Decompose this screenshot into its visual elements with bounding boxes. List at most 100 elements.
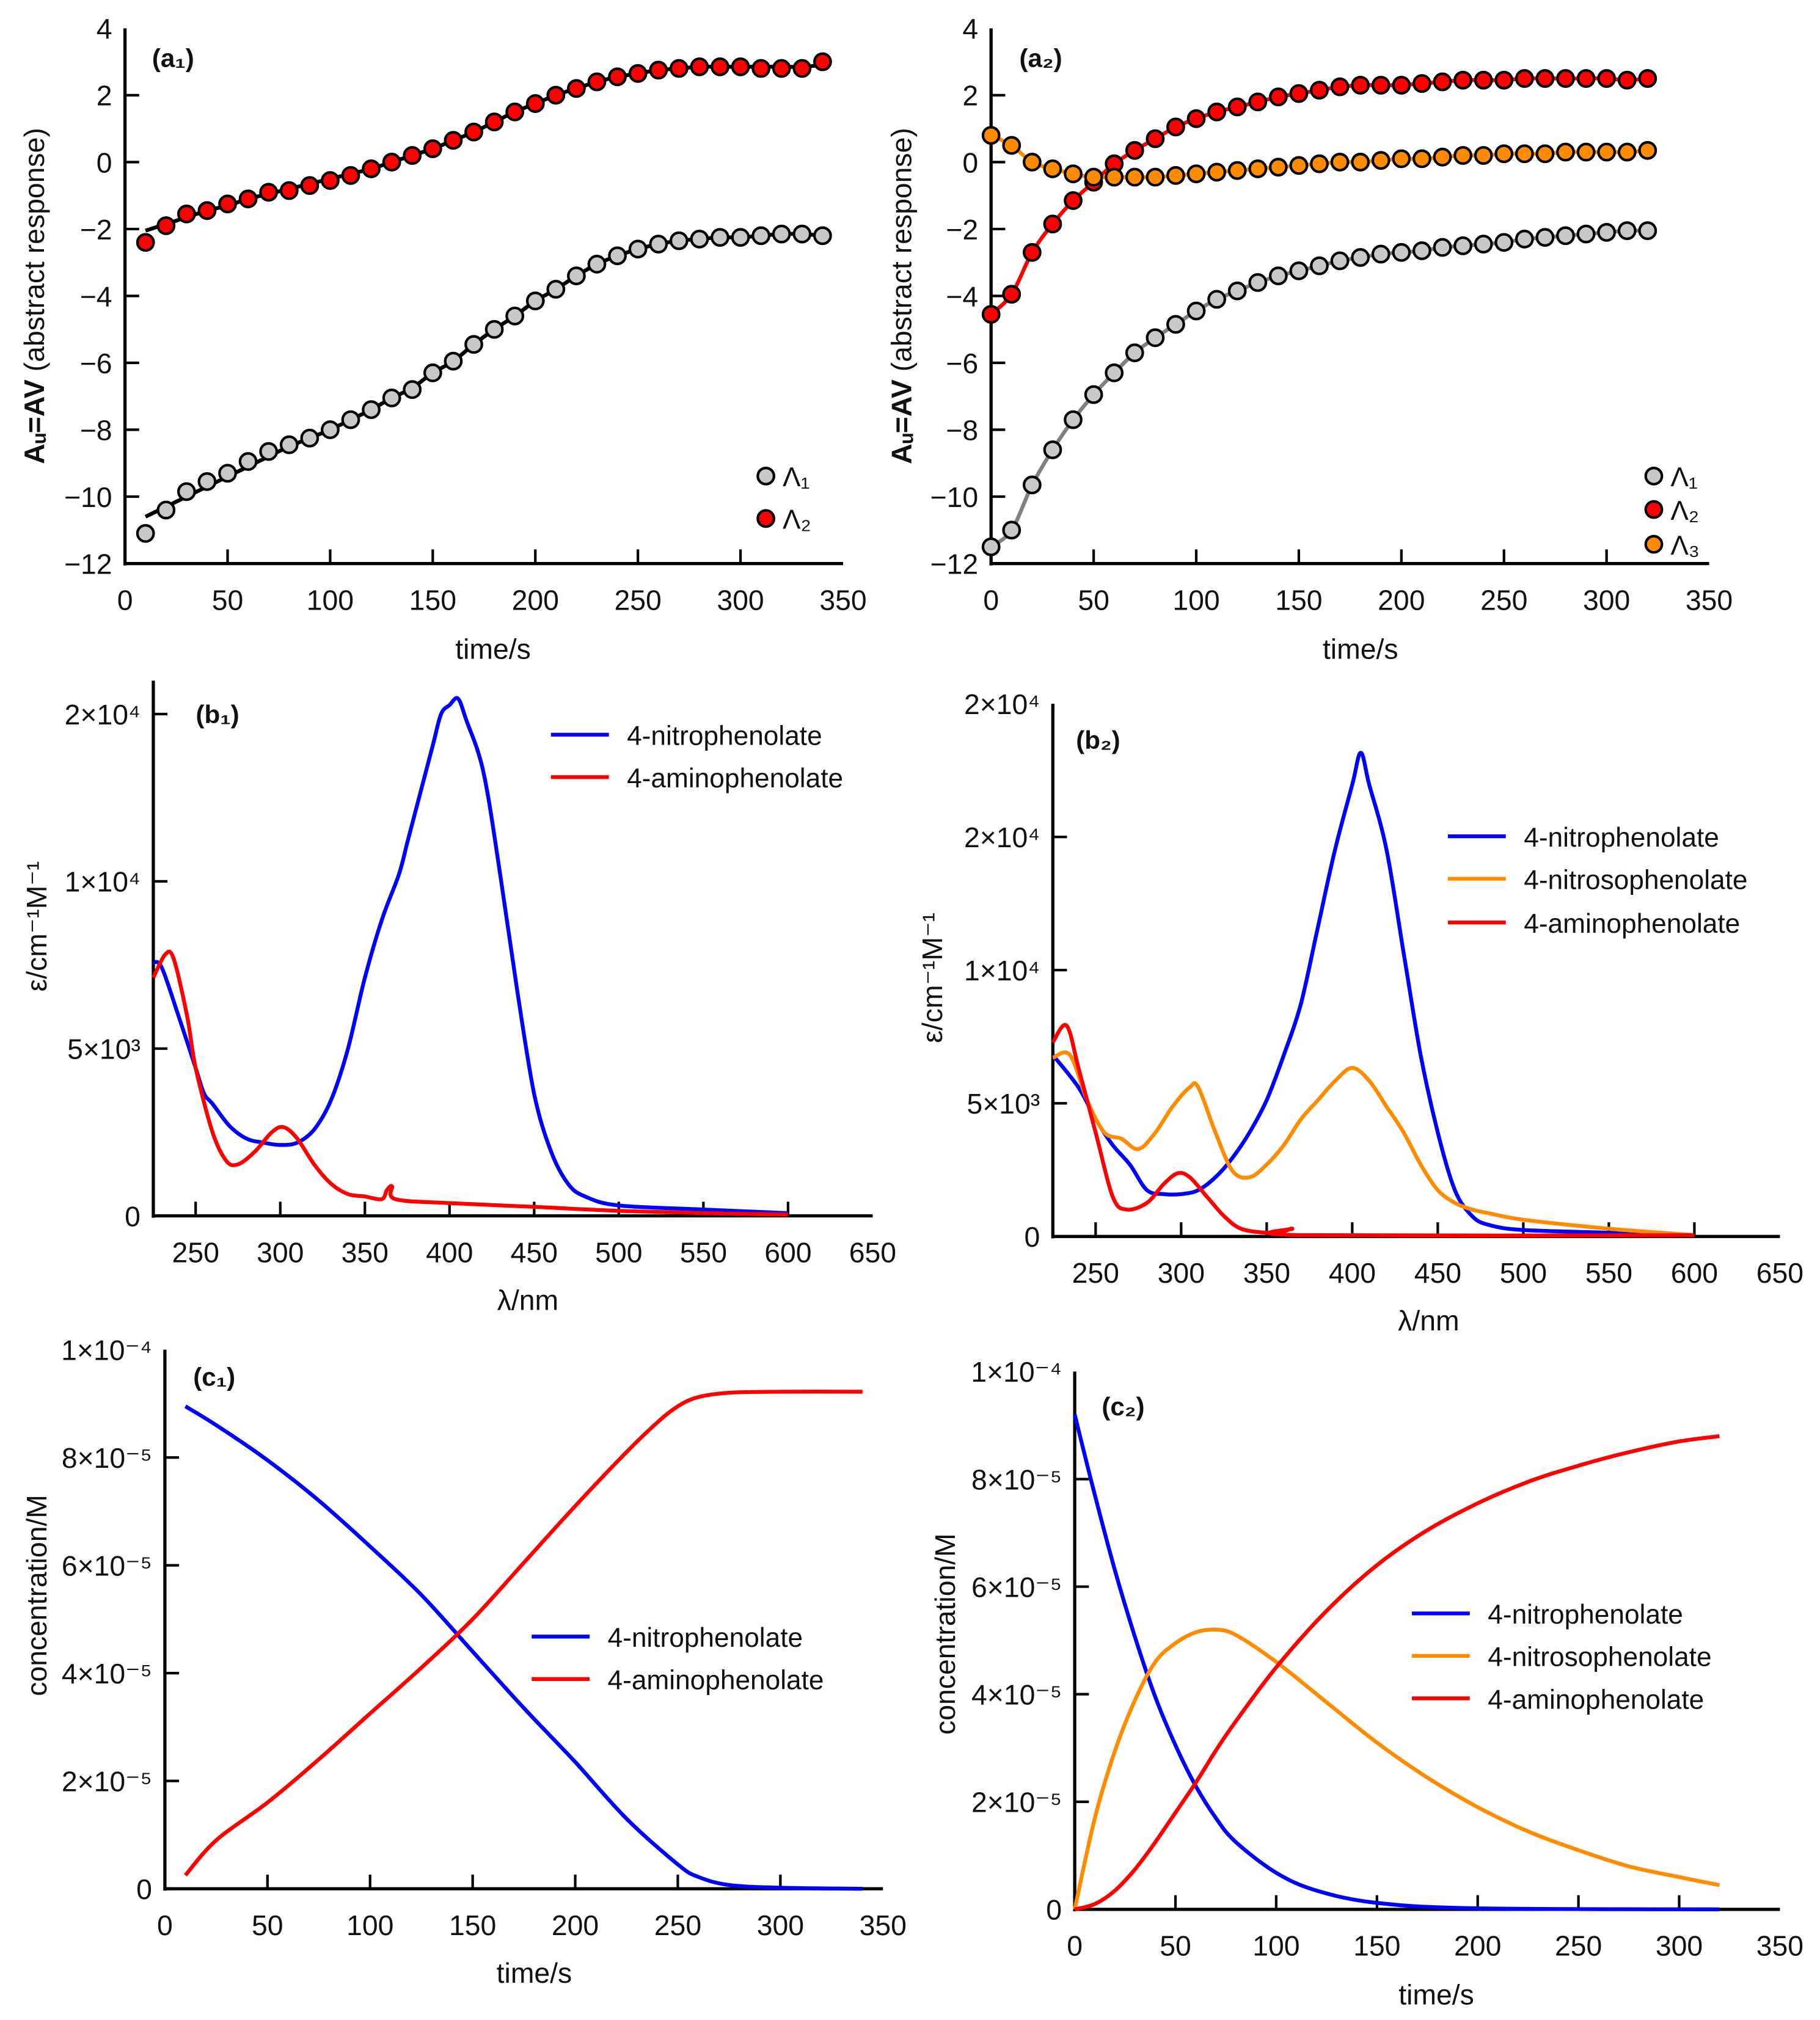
data-point [587, 255, 607, 274]
data-point [238, 452, 258, 471]
data-point [587, 72, 607, 92]
x-tick-label: 600 [764, 1236, 811, 1268]
x-tick-label: 650 [849, 1236, 896, 1268]
x-tick-label: 450 [511, 1236, 558, 1268]
data-point [628, 64, 648, 83]
legend-marker [1644, 534, 1664, 554]
series-1: 4-aminophenolate [152, 764, 843, 1217]
y-tick-label: 8×10⁻⁵ [62, 1442, 152, 1474]
legend-label: 4-nitrosophenolate [1488, 1643, 1711, 1672]
data-point [1268, 158, 1288, 177]
x-tick-label: 50 [212, 584, 244, 616]
x-tick-label: 600 [1671, 1257, 1718, 1289]
data-point [1146, 167, 1165, 187]
data-point [444, 351, 463, 371]
data-point [177, 204, 196, 224]
x-tick-label: 350 [1756, 1930, 1804, 1962]
data-point [1146, 328, 1165, 348]
y-tick-label: −12 [930, 548, 979, 580]
data-point [238, 189, 258, 209]
y-axis-label-rest: (abstract response) [886, 128, 918, 379]
y-tick-label: 0 [962, 147, 978, 178]
data-point [1556, 226, 1575, 246]
data-point [1638, 140, 1657, 160]
x-tick-label: 250 [172, 1236, 219, 1268]
data-point [1186, 164, 1206, 183]
data-point [981, 537, 1001, 556]
x-tick-label: 350 [860, 1909, 907, 1941]
data-point [731, 57, 750, 76]
y-tick-label: −4 [946, 280, 978, 312]
data-point [1248, 159, 1268, 178]
legend-label: Λ₂ [783, 505, 811, 535]
data-point [1515, 229, 1534, 249]
legend-marker [756, 466, 775, 486]
data-point [690, 57, 709, 76]
data-point [1289, 156, 1309, 175]
data-point [218, 194, 237, 214]
data-point [1617, 221, 1637, 241]
data-point [546, 86, 566, 105]
x-tick-label: 100 [346, 1909, 393, 1941]
data-point [1248, 273, 1268, 292]
data-point [1617, 142, 1637, 162]
y-axis-label: ε/cm⁻¹M⁻¹ [21, 861, 53, 992]
panel-a2: 0 50 100 150 200 250 300 350 −12 −10 −8 −6 −4 −2 0 2 4 (a… [886, 13, 1733, 665]
data-point [218, 464, 237, 483]
data-point [362, 400, 381, 420]
x-tick-label: 300 [1583, 584, 1630, 616]
x-tick-label: 100 [1172, 584, 1219, 616]
data-point [1002, 285, 1021, 304]
legend-marker [756, 509, 775, 528]
x-tick-label: 150 [1353, 1930, 1400, 1962]
data-point [1207, 102, 1226, 122]
x-tick-label: 400 [426, 1236, 473, 1268]
data-point [279, 181, 299, 200]
y-tick-label: 2×10⁴ [65, 699, 141, 731]
x-tick-label: 350 [819, 584, 866, 616]
x-axis-label: time/s [497, 1957, 572, 1989]
data-point [1310, 154, 1329, 173]
x-tick-label: 550 [1585, 1257, 1632, 1289]
data-point [1576, 142, 1596, 162]
data-point [711, 228, 729, 247]
x-tick-label: 50 [1078, 584, 1109, 616]
data-point [751, 226, 771, 246]
data-point [1105, 363, 1124, 382]
series-line [184, 1390, 863, 1877]
x-tick-label: 150 [1275, 584, 1322, 616]
data-point [1453, 236, 1472, 255]
data-point [1146, 129, 1165, 148]
x-tick-label: 100 [307, 584, 354, 616]
x-tick-label: 300 [1656, 1930, 1703, 1962]
data-point [1392, 76, 1411, 95]
fit-line [145, 63, 823, 233]
x-tick-label: 150 [449, 1909, 496, 1941]
y-tick-label: 0 [125, 1200, 141, 1232]
legend-label: Λ₁ [783, 462, 809, 492]
y-axis-label: concentration/M [929, 1533, 961, 1735]
data-point [1043, 159, 1062, 178]
x-axis-label: time/s [1398, 1979, 1474, 2011]
series-1: 4-nitrosophenolate [1073, 1627, 1720, 1910]
data-point [279, 435, 299, 454]
data-point [1535, 228, 1555, 247]
y-tick-label: −10 [64, 481, 112, 513]
series-line [152, 949, 788, 1217]
data-point [300, 428, 320, 448]
data-point [1638, 221, 1657, 241]
y-tick-label: 1×10⁴ [964, 955, 1040, 986]
data-point [156, 500, 176, 520]
data-point [525, 291, 545, 311]
y-tick-label: −8 [946, 414, 978, 446]
data-point [1515, 69, 1534, 88]
data-point [1186, 109, 1206, 128]
series-0: 4-nitrophenolate [152, 696, 822, 1216]
data-point [1002, 520, 1021, 540]
series-0: 4-nitrophenolate [184, 1404, 863, 1891]
data-point [136, 233, 155, 252]
data-point [1535, 69, 1555, 88]
data-point [628, 239, 648, 259]
y-axis-label: concentration/M [21, 1495, 53, 1696]
y-axis-label: Aᵤ=AV (abstract response) [886, 128, 918, 464]
